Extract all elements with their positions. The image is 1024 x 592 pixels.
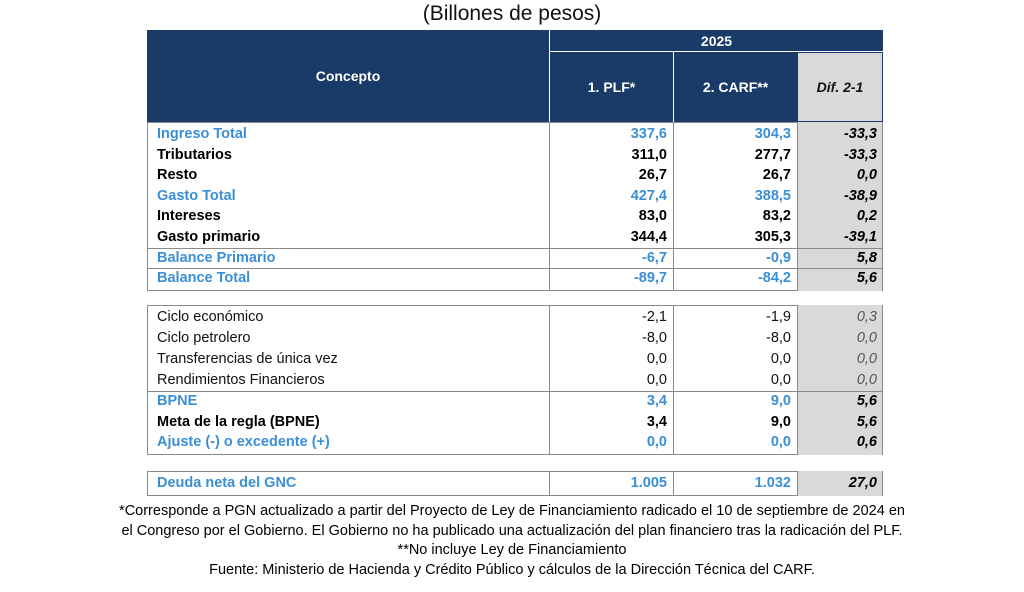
row-label: Transferencias de única vez [157, 350, 338, 367]
row-label: BPNE [157, 392, 198, 409]
cell-value: -84,2 [757, 270, 791, 287]
column-header: Dif. 2-1 [797, 52, 883, 122]
row-label: Meta de la regla (BPNE) [157, 413, 320, 430]
cell-value: 26,7 [638, 167, 667, 184]
row-label: Balance Primario [157, 249, 276, 266]
row-label: Gasto primario [157, 229, 261, 245]
footnote: **No incluye Ley de Financiamiento [397, 542, 627, 559]
cell-value: -33,3 [843, 126, 877, 142]
cell-value: 0,3 [856, 309, 877, 325]
cell-value: 27,0 [848, 475, 877, 491]
footnote: Fuente: Ministerio de Hacienda y Crédito… [209, 561, 815, 578]
cell-value: 388,5 [754, 187, 791, 204]
cell-value: 5,6 [856, 392, 877, 409]
row-label: Balance Total [157, 270, 251, 287]
row-line [147, 268, 883, 270]
cell-value: 277,7 [754, 146, 791, 163]
cell-value: 427,4 [630, 187, 667, 204]
footnote: el Congreso por el Gobierno. El Gobierno… [121, 522, 903, 539]
row-line [147, 390, 883, 392]
cell-value: 0,0 [856, 329, 877, 346]
col-line [549, 471, 550, 496]
cell-value: 1.005 [630, 475, 667, 491]
cell-value: -8,0 [642, 329, 667, 346]
row-label: Rendimientos Financieros [157, 371, 325, 388]
cell-value: 9,0 [770, 413, 791, 430]
row-line [147, 247, 883, 249]
row-label: Resto [157, 167, 198, 184]
cell-value: 0,0 [770, 350, 791, 367]
row-label: Deuda neta del GNC [157, 475, 297, 491]
row-label: Ajuste (-) o excedente (+) [157, 434, 330, 451]
cell-value: 0,0 [856, 167, 877, 184]
cell-value: -8,0 [766, 329, 791, 346]
cell-value: 5,6 [856, 413, 877, 430]
dif-column [797, 471, 883, 496]
col-line [673, 122, 674, 291]
cell-value: 83,0 [638, 208, 667, 225]
cell-value: 5,8 [856, 249, 877, 266]
cell-value: -1,9 [766, 309, 791, 325]
col-line [673, 305, 674, 456]
dif-column [797, 305, 883, 456]
cell-value: -2,1 [642, 309, 667, 325]
dif-column [797, 122, 883, 291]
cell-value: 0,0 [646, 350, 667, 367]
concept-header: Concepto [147, 30, 549, 122]
cell-value: 0,6 [856, 434, 877, 451]
cell-value: 83,2 [762, 208, 791, 225]
cell-value: 9,0 [770, 392, 791, 409]
column-header: 1. PLF* [549, 52, 673, 122]
cell-value: 0,0 [856, 371, 877, 388]
row-label: Ingreso Total [157, 126, 247, 142]
cell-value: 0,0 [646, 434, 667, 451]
cell-value: -38,9 [843, 187, 877, 204]
cell-value: 0,0 [646, 371, 667, 388]
row-label: Tributarios [157, 146, 232, 163]
col-line [673, 471, 674, 496]
cell-value: 304,3 [754, 126, 791, 142]
title: (Billones de pesos) [422, 2, 602, 25]
cell-value: 26,7 [762, 167, 791, 184]
row-label: Ciclo petrolero [157, 329, 251, 346]
cell-value: 344,4 [630, 229, 667, 245]
col-line [549, 305, 550, 456]
row-label: Ciclo económico [157, 309, 264, 325]
cell-value: -0,9 [766, 249, 791, 266]
column-header: 2. CARF** [673, 52, 797, 122]
cell-value: -33,3 [843, 146, 877, 163]
cell-value: -6,7 [642, 249, 667, 266]
row-label: Gasto Total [157, 187, 236, 204]
cell-value: 0,2 [856, 208, 877, 225]
cell-value: 3,4 [646, 392, 667, 409]
cell-value: 0,0 [770, 371, 791, 388]
cell-value: 305,3 [754, 229, 791, 245]
col-line [549, 122, 550, 291]
cell-value: 0,0 [770, 434, 791, 451]
cell-value: -39,1 [843, 229, 877, 245]
cell-value: 3,4 [646, 413, 667, 430]
cell-value: -89,7 [633, 270, 667, 287]
year-header: 2025 [549, 30, 883, 52]
cell-value: 337,6 [630, 126, 667, 142]
footnote: *Corresponde a PGN actualizado a partir … [119, 503, 905, 519]
cell-value: 5,6 [856, 270, 877, 287]
cell-value: 1.032 [754, 475, 791, 491]
cell-value: 0,0 [856, 350, 877, 367]
row-label: Intereses [157, 208, 221, 225]
cell-value: 311,0 [631, 146, 668, 163]
